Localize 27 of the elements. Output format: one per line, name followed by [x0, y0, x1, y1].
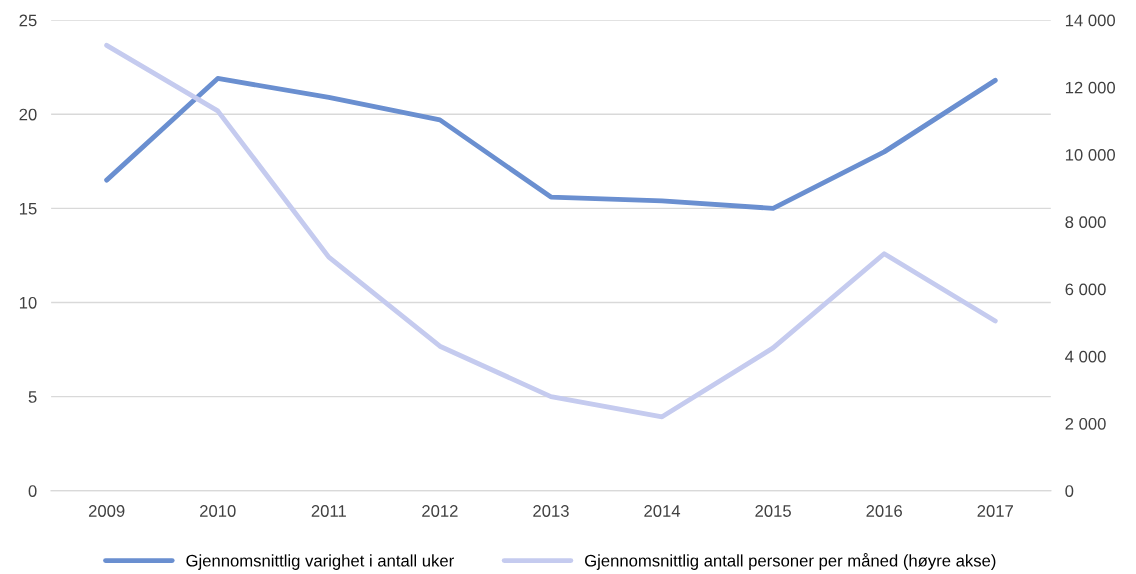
y2-tick-label: 12 000: [1065, 81, 1116, 94]
x-tick-label: 2014: [644, 505, 681, 517]
y-tick-label: 15: [19, 202, 37, 215]
y2-tick-label: 10 000: [1065, 148, 1116, 161]
x-tick-label: 2013: [533, 505, 569, 517]
line-series: [104, 42, 998, 420]
y2-tick-label: 0: [1065, 485, 1074, 497]
y-tick-label: 25: [19, 14, 37, 27]
y2-tick-label: 14 000: [1065, 14, 1116, 27]
y2-tick-label: 6 000: [1065, 283, 1106, 296]
y-tick-label: 5: [28, 391, 37, 403]
x-tick-label: 2009: [88, 505, 125, 517]
y2-tick-label: 2 000: [1065, 417, 1106, 430]
y-tick-label: 20: [19, 108, 37, 121]
x-tick-label: 2012: [422, 505, 458, 517]
x-tick-label: 2016: [866, 505, 902, 517]
x-tick-label: 2010: [200, 505, 236, 517]
line-series: [104, 76, 998, 211]
x-tick-label: 2015: [755, 505, 791, 517]
y2-tick-label: 4 000: [1065, 350, 1106, 363]
y-tick-label: 10: [19, 296, 37, 309]
legend-label: Gjennomsnittlig antall personer per måned (høyre akse): [585, 553, 996, 570]
x-tick-label: 2011: [311, 505, 346, 517]
y2-tick-label: 8 000: [1065, 216, 1106, 229]
y-tick-label: 0: [28, 485, 37, 497]
legend-label: Gjennomsnittlig varighet i antall uker: [186, 554, 454, 570]
x-tick-label: 2017: [977, 505, 1013, 517]
